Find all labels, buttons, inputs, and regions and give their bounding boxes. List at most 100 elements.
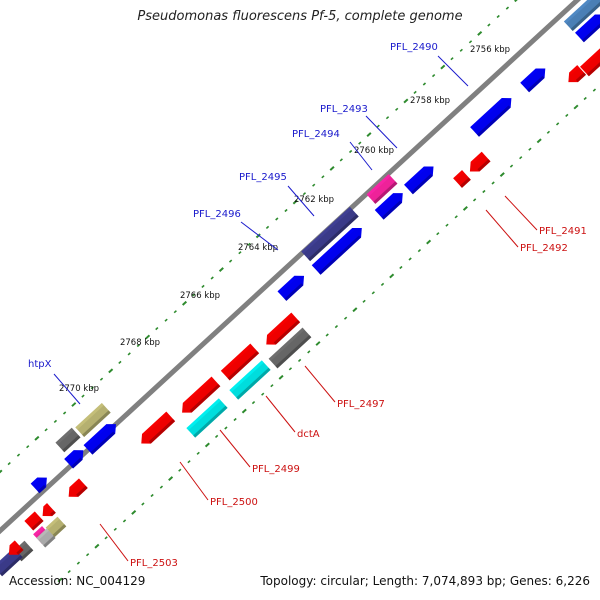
major-tick	[168, 476, 174, 482]
minor-tick	[228, 259, 233, 263]
major-tick	[181, 300, 188, 306]
gene-feature	[36, 528, 56, 548]
minor-tick	[491, 181, 495, 185]
minor-tick	[358, 141, 362, 145]
minor-tick	[528, 147, 532, 151]
gene-feature	[575, 14, 600, 43]
major-tick	[218, 267, 224, 273]
major-tick	[366, 132, 372, 138]
minor-tick	[413, 90, 417, 95]
minor-tick	[214, 434, 219, 439]
minor-tick	[136, 343, 141, 348]
minor-tick	[302, 192, 307, 196]
gene-leader-line	[287, 185, 315, 217]
gene-leader-line	[304, 365, 336, 403]
gene-feature	[55, 427, 81, 453]
major-tick	[278, 374, 284, 380]
minor-tick	[275, 217, 279, 221]
gene-leader-line	[485, 209, 519, 248]
gene-feature	[266, 312, 301, 345]
major-tick	[108, 368, 114, 374]
minor-tick	[399, 265, 403, 270]
major-tick	[292, 199, 298, 205]
minor-tick	[270, 384, 274, 388]
minor-tick	[284, 208, 288, 213]
minor-tick	[164, 318, 168, 322]
minor-tick	[445, 223, 449, 227]
minor-tick	[150, 493, 154, 498]
minor-tick	[472, 198, 477, 202]
major-tick	[514, 0, 520, 3]
minor-tick	[178, 468, 182, 472]
minor-tick	[99, 377, 104, 381]
scale-label: 2758 kbp	[410, 96, 450, 106]
gene-feature	[453, 170, 471, 188]
major-tick	[0, 469, 3, 475]
gene-feature	[374, 193, 403, 220]
gene-label-layer: PFL_2490 PFL_2493 PFL_2494 PFL_2495 PFL_2496…	[28, 42, 587, 569]
gene-feature	[83, 424, 116, 455]
minor-tick	[81, 394, 85, 398]
minor-tick	[583, 96, 587, 101]
gene-feature	[42, 503, 56, 517]
gene-feature	[301, 206, 359, 262]
gene-label: PFL_2490	[390, 42, 438, 53]
minor-tick	[482, 189, 486, 194]
gene-feature	[568, 65, 587, 83]
scale-labels: 2756 kbp 2758 kbp 2760 kbp 2762 kbp 2764 kbp…	[59, 45, 510, 394]
genome-title: Pseudomonas fluorescens Pf-5, complete g…	[137, 9, 463, 24]
gene-leader-line	[179, 461, 209, 501]
major-tick	[573, 104, 579, 110]
minor-tick	[380, 282, 385, 287]
major-tick	[477, 30, 483, 36]
minor-tick	[187, 460, 191, 464]
gene-feature	[45, 516, 67, 538]
major-tick	[131, 509, 137, 515]
minor-tick	[251, 400, 256, 405]
major-tick	[462, 205, 468, 211]
gene-label: PFL_2494	[292, 129, 340, 140]
minor-tick	[417, 248, 422, 253]
genome-summary-text: Topology: circular; Length: 7,074,893 bp…	[260, 574, 590, 588]
minor-tick	[76, 561, 81, 565]
major-tick	[315, 341, 321, 346]
major-tick	[389, 273, 395, 279]
scale-label: 2756 kbp	[470, 45, 510, 55]
minor-tick	[53, 419, 58, 424]
major-tick	[94, 543, 100, 549]
major-tick	[34, 435, 40, 441]
scale-label: 2770 kbp	[59, 384, 99, 394]
minor-tick	[62, 411, 67, 415]
minor-tick	[592, 88, 597, 92]
minor-tick	[7, 461, 11, 466]
gene-feature	[8, 540, 24, 555]
minor-tick	[362, 299, 366, 303]
minor-tick	[67, 569, 71, 574]
major-tick	[204, 442, 210, 448]
gene-label: dctA	[297, 429, 320, 440]
minor-tick	[422, 82, 427, 86]
gene-feature	[75, 403, 111, 437]
gene-feature	[68, 478, 88, 497]
major-tick	[329, 165, 335, 171]
minor-tick	[210, 276, 214, 280]
scale-label: 2762 kbp	[294, 195, 334, 205]
gene-label: htpX	[28, 359, 52, 370]
scale-label: 2768 kbp	[120, 338, 160, 348]
minor-tick	[127, 352, 131, 356]
minor-tick	[546, 130, 551, 134]
gene-feature	[186, 398, 228, 438]
minor-tick	[44, 428, 48, 432]
major-tick	[255, 233, 261, 239]
gene-feature	[580, 43, 600, 77]
gene-label: PFL_2499	[252, 464, 300, 475]
minor-tick	[371, 291, 375, 295]
gene-leader-line	[240, 221, 279, 251]
major-tick	[352, 307, 358, 313]
scale-label: 2766 kbp	[180, 291, 220, 301]
minor-tick	[450, 57, 454, 61]
minor-tick	[90, 386, 94, 390]
gene-leader-line	[437, 55, 469, 87]
gene-feature	[30, 477, 47, 494]
